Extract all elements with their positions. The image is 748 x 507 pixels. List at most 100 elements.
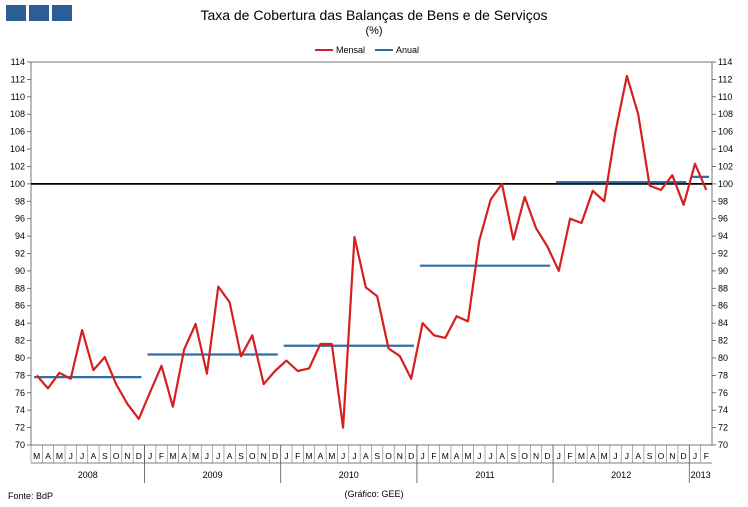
chart-subtitle: (%) <box>365 25 383 37</box>
month-label: M <box>601 451 608 461</box>
month-label: J <box>148 451 152 461</box>
month-label: A <box>590 451 596 461</box>
month-label: J <box>69 451 73 461</box>
y-tick-label-right: 74 <box>718 405 728 415</box>
month-label: S <box>238 451 244 461</box>
y-tick-label-right: 114 <box>718 57 732 67</box>
y-tick-label-right: 98 <box>718 196 728 206</box>
month-label: N <box>261 451 267 461</box>
y-tick-label-left: 108 <box>10 109 25 119</box>
month-label: J <box>284 451 288 461</box>
legend-swatch-mensal <box>315 49 333 51</box>
month-label: J <box>341 451 345 461</box>
month-label: M <box>306 451 313 461</box>
month-label: A <box>45 451 51 461</box>
y-tick-label-right: 110 <box>718 92 732 102</box>
legend-swatch-anual <box>375 49 394 51</box>
y-tick-label-left: 98 <box>15 196 25 206</box>
legend-item-mensal: Mensal <box>315 45 365 55</box>
month-label: S <box>647 451 653 461</box>
y-tick-label-left: 100 <box>10 179 25 189</box>
y-tick-label-left: 94 <box>15 231 25 241</box>
month-label: N <box>533 451 539 461</box>
month-label: O <box>249 451 256 461</box>
y-tick-label-right: 76 <box>718 388 728 398</box>
year-label: 2013 <box>691 470 711 480</box>
month-label: F <box>159 451 164 461</box>
month-label: D <box>544 451 550 461</box>
month-label: S <box>511 451 517 461</box>
month-label: A <box>181 451 187 461</box>
y-tick-label-right: 100 <box>718 179 733 189</box>
month-label: O <box>521 451 528 461</box>
y-tick-label-left: 86 <box>15 301 25 311</box>
logo-block-2 <box>29 5 49 21</box>
year-label: 2009 <box>203 470 223 480</box>
y-tick-label-left: 72 <box>15 423 25 433</box>
month-label: A <box>499 451 505 461</box>
month-label: F <box>295 451 300 461</box>
y-tick-label-right: 94 <box>718 231 728 241</box>
month-label: J <box>489 451 493 461</box>
month-label: O <box>385 451 392 461</box>
year-label: 2012 <box>611 470 631 480</box>
logo-block-3 <box>52 5 72 21</box>
month-label: J <box>625 451 629 461</box>
y-tick-label-left: 106 <box>10 127 25 137</box>
month-label: J <box>477 451 481 461</box>
month-label: O <box>658 451 665 461</box>
month-label: F <box>568 451 573 461</box>
monthly-series-line <box>35 74 708 429</box>
y-tick-label-left: 74 <box>15 405 25 415</box>
y-tick-label-right: 70 <box>718 440 728 450</box>
month-label: M <box>56 451 63 461</box>
y-tick-label-left: 78 <box>15 370 25 380</box>
y-tick-label-right: 92 <box>718 249 728 259</box>
month-label: M <box>578 451 585 461</box>
month-label: A <box>318 451 324 461</box>
month-label: D <box>681 451 687 461</box>
y-tick-label-left: 92 <box>15 249 25 259</box>
month-label: D <box>136 451 142 461</box>
month-label: D <box>408 451 414 461</box>
y-tick-label-left: 84 <box>15 318 25 328</box>
month-label: J <box>80 451 84 461</box>
plot-frame <box>30 61 713 446</box>
month-label: J <box>693 451 697 461</box>
month-label: J <box>420 451 424 461</box>
month-label: J <box>613 451 617 461</box>
month-label: A <box>635 451 641 461</box>
graph-credit: (Gráfico: GEE) <box>344 489 404 499</box>
logo-block-1 <box>6 5 26 21</box>
y-tick-label-right: 106 <box>718 127 733 137</box>
y-tick-label-left: 110 <box>11 92 25 102</box>
month-label: J <box>216 451 220 461</box>
year-label: 2008 <box>78 470 98 480</box>
month-label: S <box>102 451 108 461</box>
month-label: D <box>272 451 278 461</box>
month-label: N <box>669 451 675 461</box>
y-tick-label-right: 104 <box>718 144 733 154</box>
chart-legend: Mensal Anual <box>315 45 429 55</box>
y-tick-label-right: 96 <box>718 214 728 224</box>
year-label: 2010 <box>339 470 359 480</box>
y-tick-label-left: 82 <box>15 336 25 346</box>
y-tick-label-left: 112 <box>11 74 25 84</box>
y-tick-label-right: 78 <box>718 370 728 380</box>
y-tick-label-left: 102 <box>10 161 25 171</box>
y-tick-label-left: 90 <box>15 266 25 276</box>
month-label: M <box>169 451 176 461</box>
month-label: M <box>464 451 471 461</box>
month-label: F <box>431 451 436 461</box>
y-tick-label-right: 102 <box>718 161 733 171</box>
month-label: S <box>374 451 380 461</box>
y-tick-label-right: 80 <box>718 353 728 363</box>
y-tick-label-right: 82 <box>718 336 728 346</box>
y-tick-label-right: 112 <box>718 74 732 84</box>
month-label: A <box>363 451 369 461</box>
chart-title: Taxa de Cobertura das Balanças de Bens e… <box>200 7 548 23</box>
y-tick-label-right: 108 <box>718 109 733 119</box>
month-label: J <box>352 451 356 461</box>
year-label: 2011 <box>475 470 494 480</box>
y-tick-label-right: 90 <box>718 266 728 276</box>
